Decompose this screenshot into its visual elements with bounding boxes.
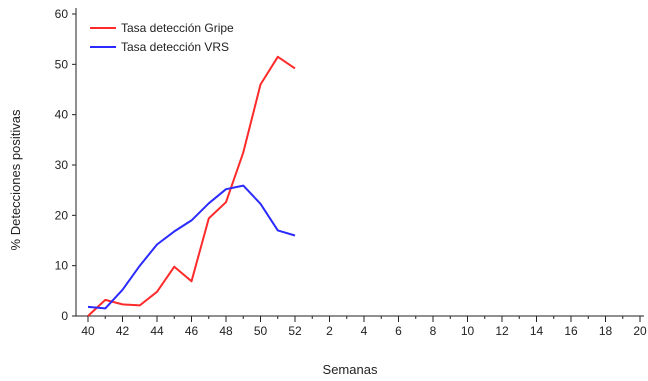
x-tick-label: 44 <box>150 324 164 338</box>
x-tick-label: 6 <box>395 324 402 338</box>
y-tick-label: 30 <box>55 158 69 172</box>
x-tick-label: 50 <box>254 324 268 338</box>
y-tick-label: 60 <box>55 7 69 21</box>
series-line-gripe <box>87 55 296 317</box>
y-tick-label: 40 <box>55 108 69 122</box>
y-tick-label: 0 <box>61 309 68 323</box>
x-tick-label: 8 <box>430 324 437 338</box>
x-tick-label: 12 <box>495 324 509 338</box>
series-lines <box>87 55 296 317</box>
series-line-vrs <box>87 184 296 310</box>
x-tick-label: 18 <box>599 324 613 338</box>
legend-label: Tasa detección VRS <box>121 40 229 54</box>
x-tick-label: 10 <box>461 324 475 338</box>
x-axis-title: Semanas <box>323 362 378 377</box>
legend-label: Tasa detección Gripe <box>121 21 234 35</box>
x-tick-label: 14 <box>530 324 544 338</box>
y-tick-label: 10 <box>55 259 69 273</box>
x-tick-label: 48 <box>219 324 233 338</box>
x-tick-label: 46 <box>185 324 199 338</box>
legend: Tasa detección Gripe Tasa detección VRS <box>90 21 234 54</box>
x-tick-label: 2 <box>326 324 333 338</box>
y-axis-title: % Detecciones positivas <box>8 109 23 250</box>
x-tick-label: 52 <box>288 324 302 338</box>
x-axis-ticks: 40 42 44 46 48 50 52 2 4 6 8 10 12 14 16 18 20 <box>81 316 647 338</box>
y-tick-label: 20 <box>55 208 69 222</box>
y-tick-label: 50 <box>55 57 69 71</box>
y-axis-ticks: 0 10 20 30 40 50 60 <box>55 7 76 323</box>
x-tick-label: 4 <box>361 324 368 338</box>
x-tick-label: 16 <box>564 324 578 338</box>
x-tick-label: 40 <box>81 324 95 338</box>
x-tick-label: 20 <box>633 324 647 338</box>
x-tick-label: 42 <box>116 324 130 338</box>
